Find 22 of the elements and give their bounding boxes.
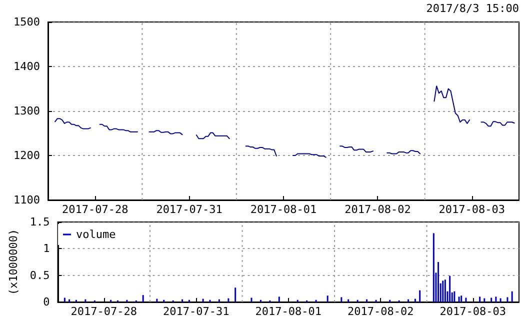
y-tick-label: 0.5 (30, 268, 50, 282)
x-tick-label: 2017-07-31 (163, 305, 230, 318)
x-tick-label: 2017-08-01 (255, 305, 322, 318)
x-tick-label: 2017-07-31 (156, 203, 222, 216)
y-axis-title: (x1000000) (7, 228, 20, 296)
y-tick-label: 1200 (14, 149, 40, 162)
y-tick-label: 0 (43, 296, 50, 308)
text: 2017/8/3 15:00 (426, 2, 520, 15)
y-tick-label: 1.5 (30, 216, 50, 228)
x-tick-label: 2017-08-03 (438, 203, 506, 216)
y-tick-label: 1300 (14, 104, 40, 118)
x-tick-label: 2017-08-01 (250, 203, 317, 216)
y-tick-label: 1100 (14, 194, 40, 206)
y-tick-label: 1500 (14, 16, 40, 28)
x-tick-label: 2017-08-02 (344, 203, 411, 216)
y-tick-label: 1 (43, 242, 50, 256)
y-tick-label: 1400 (14, 60, 40, 73)
x-tick-label: 2017-07-28 (70, 305, 138, 318)
x-tick-label: 2017-08-03 (440, 305, 506, 318)
x-tick-label: 2017-08-02 (348, 305, 414, 318)
x-tick-label: 2017-07-28 (62, 203, 128, 216)
legend-label: volume (76, 228, 116, 241)
